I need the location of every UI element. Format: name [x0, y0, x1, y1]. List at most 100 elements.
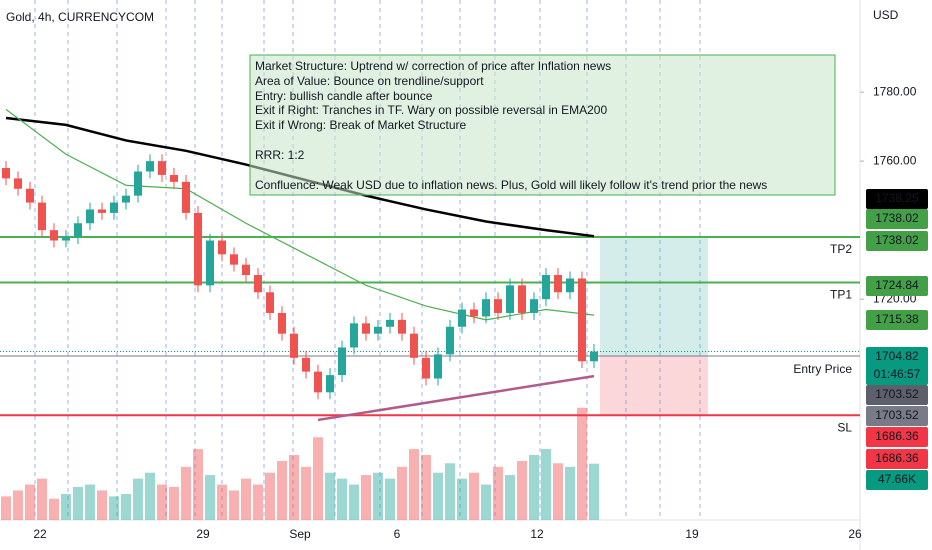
volume-bar	[529, 455, 539, 520]
candle-body	[458, 309, 466, 327]
volume-bar	[217, 484, 227, 520]
trendline	[317, 374, 595, 422]
candle-body	[386, 319, 394, 327]
price-label-box	[866, 406, 928, 426]
x-tick-label: Sep	[289, 527, 311, 541]
volume-bar	[145, 472, 155, 520]
price-label: 1715.38	[875, 312, 919, 326]
volume-bar	[589, 463, 599, 520]
volume-bar	[517, 460, 527, 520]
price-label-box	[866, 189, 928, 209]
price-label-box	[866, 209, 928, 229]
volume-bar	[325, 472, 335, 520]
candle-body	[542, 275, 550, 300]
volume-bar	[205, 475, 215, 520]
candle-body	[146, 161, 154, 172]
volume-bar	[397, 466, 407, 520]
volume-bar	[289, 455, 299, 520]
volume-bar	[481, 484, 491, 520]
candle-body	[590, 351, 598, 362]
volume-bar	[133, 478, 143, 520]
level-label: TP2	[830, 242, 852, 256]
volume-bar	[193, 449, 203, 520]
candle-body	[494, 299, 502, 313]
volume-bar	[37, 478, 47, 520]
candle-body	[530, 299, 538, 313]
candle-body	[314, 371, 322, 393]
price-label: 1703.52	[875, 408, 919, 422]
candle-body	[218, 240, 226, 255]
candle-body	[26, 188, 34, 203]
volume-bar	[469, 472, 479, 520]
volume-bar	[61, 494, 71, 520]
volume-bar	[457, 478, 467, 520]
candle-body	[230, 254, 238, 265]
target-zone	[600, 236, 708, 357]
price-label-box	[866, 347, 928, 385]
note-line: Area of Value: Bounce on trendline/suppo…	[255, 74, 484, 88]
stop-zone	[600, 356, 708, 416]
price-label: 1704.82	[875, 349, 919, 363]
volume-bar	[385, 478, 395, 520]
candle-body	[14, 178, 22, 189]
volume-bar	[169, 486, 179, 520]
note-line: Entry: bullish candle after bounce	[255, 89, 433, 103]
session-separators	[34, 0, 701, 520]
candle-body	[170, 174, 178, 182]
candle-body	[278, 312, 286, 334]
volume-bar	[505, 475, 515, 520]
candle-body	[74, 223, 82, 238]
candle-body	[422, 357, 430, 379]
price-label-box	[866, 427, 928, 447]
note-line: Exit if Wrong: Break of Market Structure	[255, 118, 467, 132]
price-label: 1738.02	[875, 211, 919, 225]
volume-bar	[49, 498, 59, 520]
y-tick-label: 1760.00	[873, 153, 917, 167]
volume-bar	[445, 463, 455, 520]
volume-bar	[229, 490, 239, 520]
price-label-box	[866, 276, 928, 296]
volume-bar	[361, 475, 371, 520]
volume-bar	[1, 496, 11, 520]
candle-body	[518, 285, 526, 313]
currency: USD	[873, 8, 899, 22]
candle-body	[2, 168, 10, 179]
volume-bar	[73, 486, 83, 520]
price-label: 1686.36	[875, 429, 919, 443]
candle-body	[50, 230, 58, 241]
level-label: SL	[837, 420, 852, 434]
candle-body	[470, 309, 478, 317]
candle-body	[206, 240, 214, 286]
candle-body	[242, 264, 250, 276]
candle-body	[182, 181, 190, 213]
volume-bar	[253, 484, 263, 520]
price-label-box	[866, 449, 928, 469]
x-tick-label: 26	[848, 527, 862, 541]
x-tick-label: 12	[530, 527, 544, 541]
level-label: Entry Price	[793, 362, 852, 376]
candle-body	[350, 323, 358, 348]
x-tick-label: 6	[394, 527, 401, 541]
volume-bar	[409, 449, 419, 520]
price-label: 1724.84	[875, 278, 919, 292]
y-tick-label: 1780.00	[873, 84, 917, 98]
candle-body	[362, 323, 370, 334]
candle-body	[554, 275, 562, 293]
price-label: 1703.52	[875, 387, 919, 401]
price-label-box	[866, 231, 928, 251]
volume-bar	[85, 484, 95, 520]
price-label-box	[866, 310, 928, 330]
candle-body	[266, 292, 274, 313]
x-tick-label: 19	[685, 527, 699, 541]
price-label-box	[866, 385, 928, 405]
candle-body	[38, 202, 46, 231]
volume-bar	[13, 490, 23, 520]
candle-body	[86, 209, 94, 224]
level-label: TP1	[830, 288, 852, 302]
candle-body	[446, 326, 454, 355]
volume-bar	[493, 466, 503, 520]
note-box	[249, 54, 836, 196]
volume-bar	[109, 496, 119, 520]
candle-body	[194, 212, 202, 286]
